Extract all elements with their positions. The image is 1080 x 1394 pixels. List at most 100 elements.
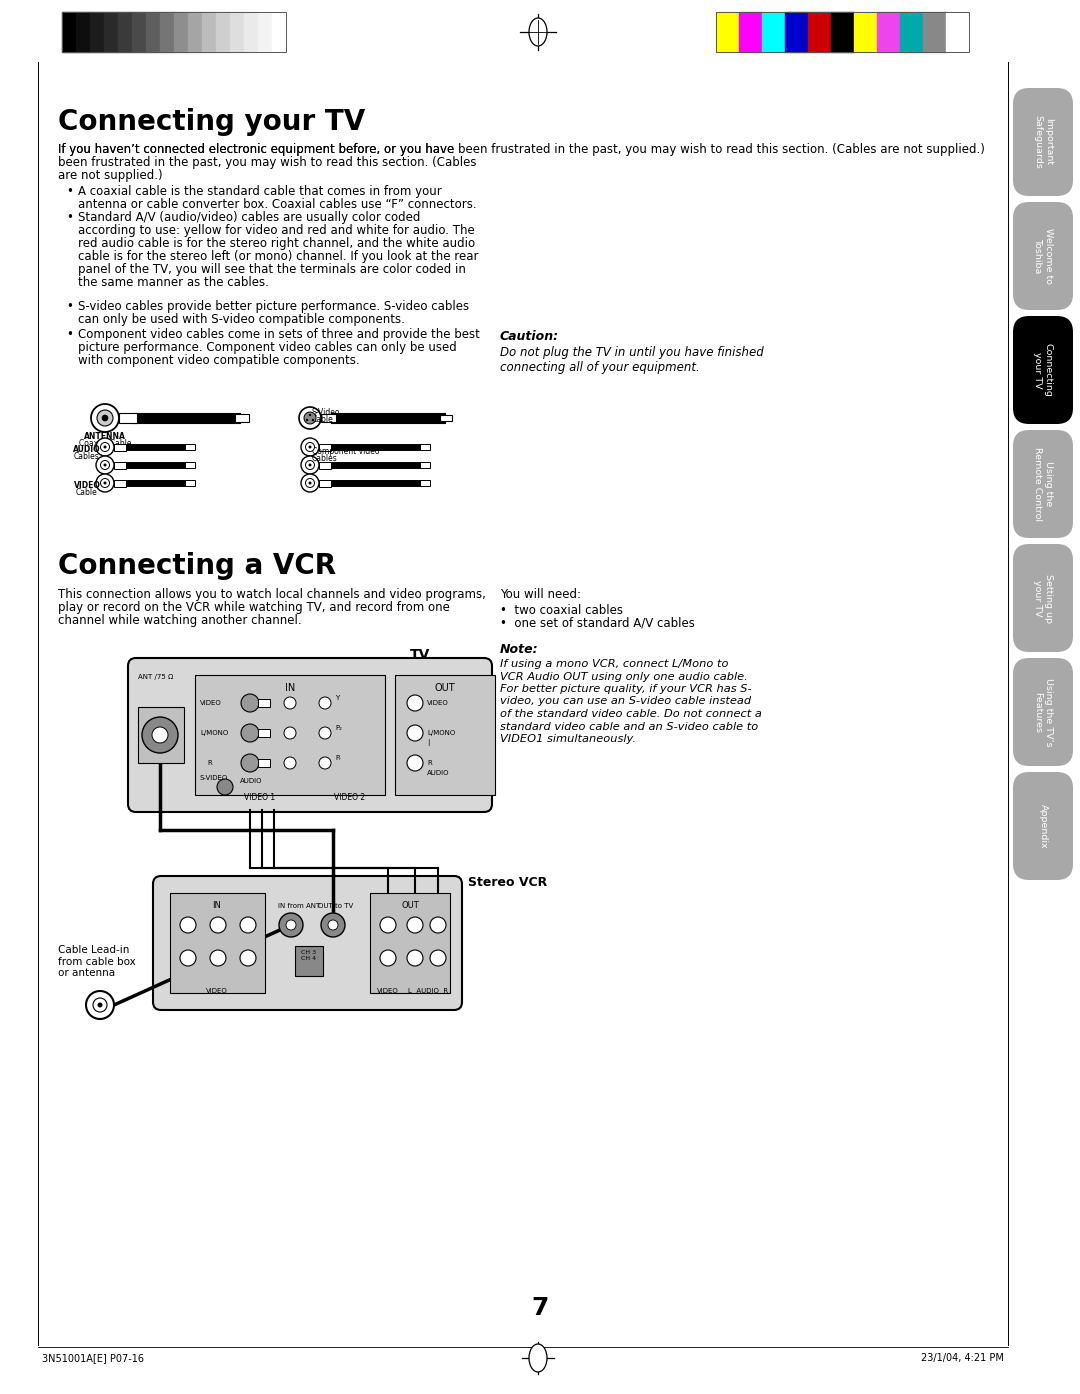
Bar: [185, 445, 195, 450]
Bar: [877, 13, 900, 52]
Text: R: R: [427, 760, 432, 765]
Circle shape: [319, 757, 330, 769]
Text: Using the TV’s
Features: Using the TV’s Features: [1034, 677, 1053, 746]
Circle shape: [241, 694, 259, 712]
Text: IN: IN: [285, 683, 295, 693]
Text: picture performance. Component video cables can only be used: picture performance. Component video cab…: [78, 342, 457, 354]
Bar: [370, 894, 450, 993]
Circle shape: [407, 756, 423, 771]
Bar: [188, 13, 202, 52]
Text: Important
Safeguards: Important Safeguards: [1034, 116, 1053, 169]
Text: If you haven’t connected electronic equipment before, or you have been frustrate: If you haven’t connected electronic equi…: [58, 144, 985, 156]
Ellipse shape: [529, 18, 546, 46]
Text: IN: IN: [213, 901, 221, 910]
Text: •: •: [66, 210, 72, 224]
Text: Caution:: Caution:: [500, 330, 559, 343]
Bar: [321, 414, 336, 422]
Text: cable is for the stereo left (or mono) channel. If you look at the rear: cable is for the stereo left (or mono) c…: [78, 250, 478, 263]
Bar: [258, 758, 270, 767]
Text: If you haven’t connected electronic equipment before, or you have: If you haven’t connected electronic equi…: [58, 144, 455, 156]
Bar: [440, 415, 453, 421]
Text: Setting up
your TV: Setting up your TV: [1034, 573, 1053, 623]
Bar: [185, 461, 195, 468]
Bar: [195, 675, 384, 795]
Bar: [62, 13, 286, 52]
Text: OUT: OUT: [401, 901, 419, 910]
Text: •: •: [66, 185, 72, 198]
Text: according to use: yellow for video and red and white for audio. The: according to use: yellow for video and r…: [78, 224, 475, 237]
Text: L  AUDIO  R: L AUDIO R: [408, 988, 448, 994]
Circle shape: [100, 460, 109, 470]
Circle shape: [100, 442, 109, 452]
Text: TV: TV: [409, 648, 430, 662]
Bar: [420, 445, 430, 450]
FancyBboxPatch shape: [1013, 316, 1074, 424]
Text: S-VIDEO: S-VIDEO: [200, 775, 228, 781]
Text: VIDEO: VIDEO: [200, 700, 221, 705]
Bar: [831, 13, 854, 52]
Text: This connection allows you to watch local channels and video programs,: This connection allows you to watch loca…: [58, 588, 486, 601]
Bar: [76, 13, 90, 52]
Bar: [258, 13, 272, 52]
Text: VCR Audio OUT using only one audio cable.: VCR Audio OUT using only one audio cable…: [500, 672, 747, 682]
Text: VIDEO: VIDEO: [377, 988, 399, 994]
Text: Cables: Cables: [312, 454, 338, 463]
Bar: [319, 443, 330, 450]
Circle shape: [309, 446, 311, 449]
Bar: [230, 13, 244, 52]
Bar: [395, 675, 495, 795]
Text: channel while watching another channel.: channel while watching another channel.: [58, 613, 301, 627]
Text: L/MONO: L/MONO: [200, 730, 228, 736]
Bar: [420, 480, 430, 487]
Text: If using a mono VCR, connect L/Mono to: If using a mono VCR, connect L/Mono to: [500, 659, 729, 669]
Bar: [272, 13, 286, 52]
Text: You will need:: You will need:: [500, 588, 581, 601]
Bar: [90, 13, 104, 52]
Circle shape: [91, 404, 119, 432]
Circle shape: [319, 728, 330, 739]
Circle shape: [93, 998, 107, 1012]
FancyBboxPatch shape: [129, 658, 492, 811]
Text: the same manner as the cables.: the same manner as the cables.: [78, 276, 269, 289]
Text: with component video compatible components.: with component video compatible componen…: [78, 354, 360, 367]
Circle shape: [104, 463, 107, 467]
Circle shape: [306, 460, 314, 470]
Circle shape: [86, 991, 114, 1019]
Text: panel of the TV, you will see that the terminals are color coded in: panel of the TV, you will see that the t…: [78, 263, 465, 276]
Text: Cable: Cable: [76, 488, 98, 498]
Text: Coaxial Cable: Coaxial Cable: [79, 439, 132, 447]
Bar: [244, 13, 258, 52]
Text: Welcome to
Toshiba: Welcome to Toshiba: [1034, 229, 1053, 284]
Circle shape: [328, 920, 338, 930]
Text: AUDIO: AUDIO: [240, 778, 262, 783]
Circle shape: [380, 917, 396, 933]
Bar: [900, 13, 923, 52]
Circle shape: [102, 415, 108, 421]
Circle shape: [240, 917, 256, 933]
Text: Y: Y: [335, 696, 339, 701]
FancyBboxPatch shape: [1013, 772, 1074, 880]
Text: Note:: Note:: [500, 643, 539, 657]
Circle shape: [284, 728, 296, 739]
Circle shape: [430, 917, 446, 933]
Circle shape: [306, 418, 308, 421]
Text: Stereo VCR: Stereo VCR: [468, 875, 548, 889]
Text: Do not plug the TV in until you have finished
connecting all of your equipment.: Do not plug the TV in until you have fin…: [500, 346, 764, 374]
Circle shape: [319, 697, 330, 710]
Circle shape: [301, 456, 319, 474]
Circle shape: [210, 949, 226, 966]
Bar: [319, 461, 330, 468]
Circle shape: [180, 917, 195, 933]
Text: Standard A/V (audio/video) cables are usually color coded: Standard A/V (audio/video) cables are us…: [78, 210, 420, 224]
Text: •  one set of standard A/V cables: • one set of standard A/V cables: [500, 618, 694, 630]
Circle shape: [299, 407, 321, 429]
Circle shape: [100, 478, 109, 488]
Text: Connecting a VCR: Connecting a VCR: [58, 552, 336, 580]
FancyBboxPatch shape: [1013, 544, 1074, 652]
Circle shape: [96, 474, 114, 492]
Text: IN from ANT: IN from ANT: [278, 903, 321, 909]
Text: P₂: P₂: [335, 725, 342, 730]
Circle shape: [309, 481, 311, 485]
Circle shape: [306, 442, 314, 452]
Text: Cable: Cable: [312, 415, 334, 424]
